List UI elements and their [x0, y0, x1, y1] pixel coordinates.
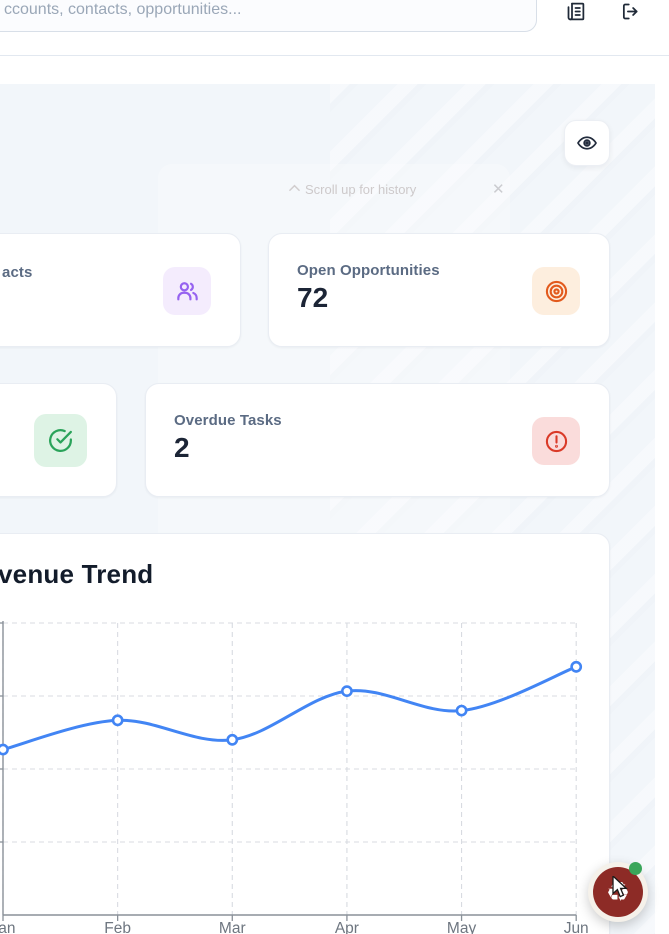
svg-text:Jan: Jan [0, 920, 16, 934]
svg-text:Jun: Jun [564, 920, 589, 934]
chevron-up-icon [289, 184, 300, 192]
report-button[interactable] [563, 0, 587, 23]
target-icon [532, 267, 580, 315]
eye-icon [576, 132, 598, 154]
svg-text:Mar: Mar [219, 920, 246, 934]
assistant-fab-logo[interactable]: ♻ [593, 867, 643, 917]
logout-icon [620, 1, 641, 22]
topbar-divider [0, 55, 669, 56]
history-hint-label: Scroll up for history [305, 182, 417, 197]
stat-label: Open Opportunities [297, 262, 440, 279]
check-circle-icon [34, 414, 87, 467]
logout-button[interactable] [618, 0, 642, 23]
ghost-close-button[interactable]: ✕ [492, 180, 505, 198]
recycle-logo-icon: ♻ [605, 876, 631, 908]
stat-value: 2 [174, 432, 190, 463]
newspaper-icon [565, 1, 586, 22]
search-input[interactable] [0, 0, 537, 32]
svg-text:May: May [447, 920, 477, 934]
revenue-trend-chart[interactable]: Jan Feb Mar Apr May Jun [0, 615, 612, 934]
stat-card-contacts: acts [0, 233, 241, 347]
stat-card-tasks [0, 383, 117, 497]
revenue-trend-card [0, 533, 610, 934]
alert-circle-icon [532, 417, 580, 465]
revenue-trend-title: venue Trend [0, 559, 154, 589]
users-icon [163, 267, 211, 315]
close-icon: ✕ [492, 181, 505, 198]
svg-text:Feb: Feb [104, 920, 131, 934]
stat-value: 72 [297, 282, 329, 313]
svg-text:Apr: Apr [335, 920, 359, 934]
stat-card-overdue-tasks: Overdue Tasks 2 [145, 383, 610, 497]
stat-label: Overdue Tasks [174, 412, 282, 429]
stat-label: acts [2, 264, 33, 281]
visibility-button[interactable] [564, 120, 610, 166]
status-dot [629, 862, 642, 875]
stat-card-open-opportunities: Open Opportunities 72 [268, 233, 610, 347]
